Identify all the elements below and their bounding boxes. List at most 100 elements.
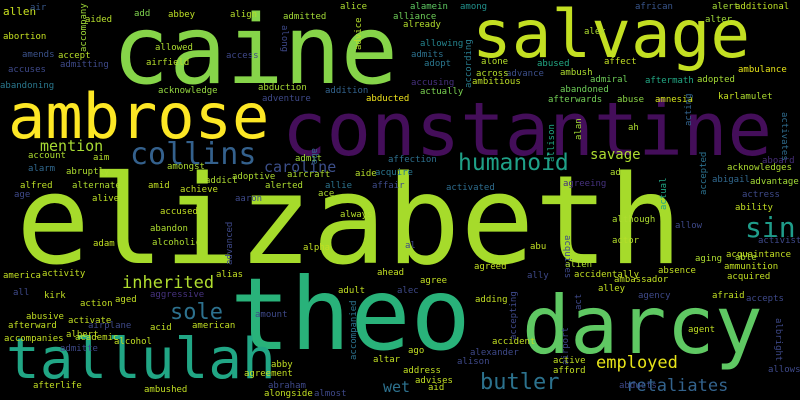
word: abducted [366,94,410,104]
word: sin [745,211,796,244]
word: savage [590,147,641,163]
word: already [403,20,441,30]
word: abby [271,360,293,370]
word: inherited [122,273,215,293]
word: amount [255,310,288,320]
word: among [460,2,488,12]
word: acquires [562,235,572,279]
word: allison [547,124,557,162]
word: according [464,39,474,88]
word: advice [354,17,364,50]
word: acid [150,323,172,333]
word: admitted [283,12,327,22]
word: abandoning [0,81,55,91]
word: allows [768,365,800,375]
word: ability [735,203,773,213]
word: additional [735,2,790,12]
word: alcohol [114,337,152,347]
word: abused [537,59,570,69]
word: aged [115,295,137,305]
word: adopted [697,75,735,85]
word: advantage [750,177,799,187]
word: agreed [474,262,507,272]
word: admits [411,50,444,60]
word: afterlife [33,381,82,391]
word: abducts [619,381,657,391]
word: abbey [168,10,196,20]
word: abandon [150,224,188,234]
word: agreement [244,369,293,379]
word: access [226,51,259,61]
word: american [192,321,236,331]
word: admit [295,154,323,164]
word: african [635,2,673,12]
word: allie [325,181,353,191]
word: aid [428,383,445,393]
word: collins [130,137,257,172]
word: aided [85,15,113,25]
word: caroline [264,158,337,176]
word: amnesia [655,95,693,105]
word: ace [318,189,335,199]
word: able [735,253,757,263]
word: aboard [762,156,795,166]
word: agency [638,291,671,301]
word: ambulance [738,65,787,75]
word: alamein [410,2,448,12]
word: ambushed [144,385,188,395]
word: alec [397,286,419,296]
word: butler [480,370,560,395]
word: adult [338,286,366,296]
word: alice [340,2,368,12]
word: action [80,299,113,309]
word: ambassador [614,275,669,285]
word: actress [742,190,780,200]
word: alliance [393,12,437,22]
word: agree [420,276,448,286]
word: abu [530,242,547,252]
word: abduction [258,83,307,93]
word: allow [675,221,703,231]
word: admitte [60,344,98,354]
word: advanced [225,221,235,265]
word: accepting [509,291,519,340]
word: amulet [740,92,773,102]
word: afterwards [548,95,603,105]
word: ammunition [724,262,779,272]
word: alarm [28,164,56,174]
word: adoptive [232,172,276,182]
word: alert [712,2,740,12]
word: darcy [522,279,763,372]
word: agent [688,325,716,335]
word: almost [314,389,347,399]
word: ambush [560,68,593,78]
word: abandoned [560,85,609,95]
word: alongside [264,389,313,399]
word: adopt [424,59,452,69]
word: alien [565,260,593,270]
word: active [553,356,586,366]
word: alter [705,15,733,25]
word: all [13,288,30,298]
word: alive [92,194,120,204]
word: ahead [377,268,405,278]
word: afford [553,366,586,376]
word: alpha [303,243,331,253]
word: alley [598,284,626,294]
word: age [14,190,31,200]
word: ally [527,271,549,281]
word: airfield [146,58,190,68]
word: kirk [44,291,66,301]
word: affect [604,57,637,67]
word: alcoholic [152,238,201,248]
word: aggressive [150,290,205,300]
word: accusing [411,78,455,88]
word: abruptly [66,167,110,177]
word: alexander [470,348,519,358]
word: accepts [746,294,784,304]
word: albright [773,318,783,362]
word: activate [68,316,112,326]
word: abigail [712,175,750,185]
word: ah [628,123,639,133]
